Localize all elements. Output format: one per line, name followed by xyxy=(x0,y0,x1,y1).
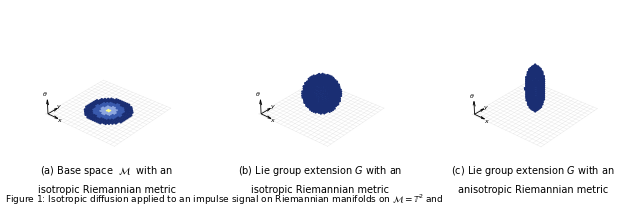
Text: (a) Base space  $\mathcal{M}$  with an: (a) Base space $\mathcal{M}$ with an xyxy=(40,164,173,178)
Text: isotropic Riemannian metric: isotropic Riemannian metric xyxy=(38,185,176,195)
Text: (c) Lie group extension $G$ with an: (c) Lie group extension $G$ with an xyxy=(451,164,615,178)
Text: Figure 1: Isotropic diffusion applied to an impulse signal on Riemannian manifol: Figure 1: Isotropic diffusion applied to… xyxy=(5,192,444,207)
Text: isotropic Riemannian metric: isotropic Riemannian metric xyxy=(251,185,389,195)
Text: (b) Lie group extension $G$ with an: (b) Lie group extension $G$ with an xyxy=(238,164,402,178)
Text: anisotropic Riemannian metric: anisotropic Riemannian metric xyxy=(458,185,608,195)
